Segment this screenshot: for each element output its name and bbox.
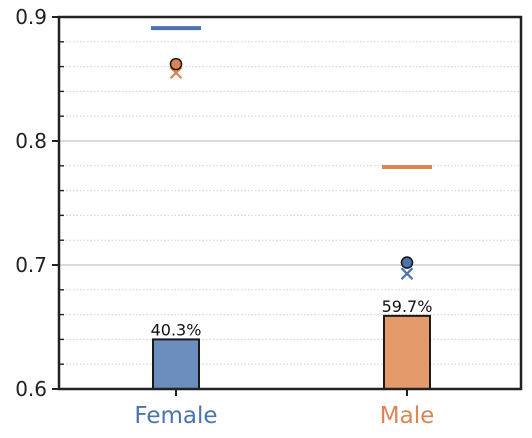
x-tick-label-female: Female: [134, 403, 217, 429]
bar-value-label: 59.7%: [382, 297, 433, 316]
y-tick-label: 0.8: [15, 129, 47, 153]
y-tick-label: 0.7: [15, 253, 47, 277]
bar-male: [383, 314, 431, 390]
plot-frame: [57, 15, 523, 391]
circle-marker-male: [400, 256, 414, 269]
labels: 0.6 0.7 0.8 0.9 40.3% 59.7% Female Male: [15, 5, 434, 429]
cross-stroke: [400, 267, 414, 280]
x-tick-label-male: Male: [380, 403, 434, 429]
cross-marker-male: [400, 267, 414, 280]
bar-value-label: 40.3%: [151, 320, 202, 339]
grid-lines: [59, 16, 521, 390]
y-tick-label: 0.9: [15, 5, 47, 29]
axes: [52, 15, 523, 396]
y-tick-label: 0.6: [15, 377, 47, 401]
bar-female: [152, 338, 200, 390]
circle-marker-female: [169, 57, 183, 71]
markers: [151, 26, 432, 280]
